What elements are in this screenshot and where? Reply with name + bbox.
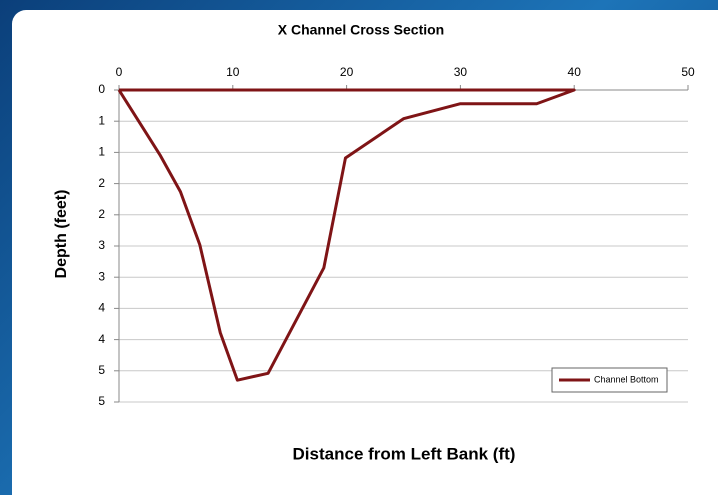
x-tick-label: 40 xyxy=(568,65,582,79)
legend-label: Channel Bottom xyxy=(594,374,659,384)
x-axis-label: Distance from Left Bank (ft) xyxy=(293,444,516,463)
x-tick-label: 30 xyxy=(454,65,468,79)
y-tick-label: 1 xyxy=(98,113,105,127)
y-tick-label: 2 xyxy=(98,207,105,221)
y-axis-label: Depth (feet) xyxy=(53,190,70,279)
y-tick-label: 2 xyxy=(98,176,105,190)
y-tick-label: 4 xyxy=(98,301,105,315)
y-tick-label: 0 xyxy=(98,82,105,96)
data-line xyxy=(117,88,576,382)
chart-title: X Channel Cross Section xyxy=(278,22,444,38)
y-tick-label: 4 xyxy=(98,332,105,346)
x-tick-label: 0 xyxy=(116,65,123,79)
x-tick-label: 20 xyxy=(340,65,354,79)
y-tick-label: 5 xyxy=(98,394,105,408)
y-tick-label: 1 xyxy=(98,145,105,159)
y-tick-label: 5 xyxy=(98,363,105,377)
y-tick-label: 3 xyxy=(98,238,105,252)
y-tick-label: 3 xyxy=(98,269,105,283)
x-tick-label: 10 xyxy=(226,65,240,79)
x-tick-label: 50 xyxy=(681,65,695,79)
